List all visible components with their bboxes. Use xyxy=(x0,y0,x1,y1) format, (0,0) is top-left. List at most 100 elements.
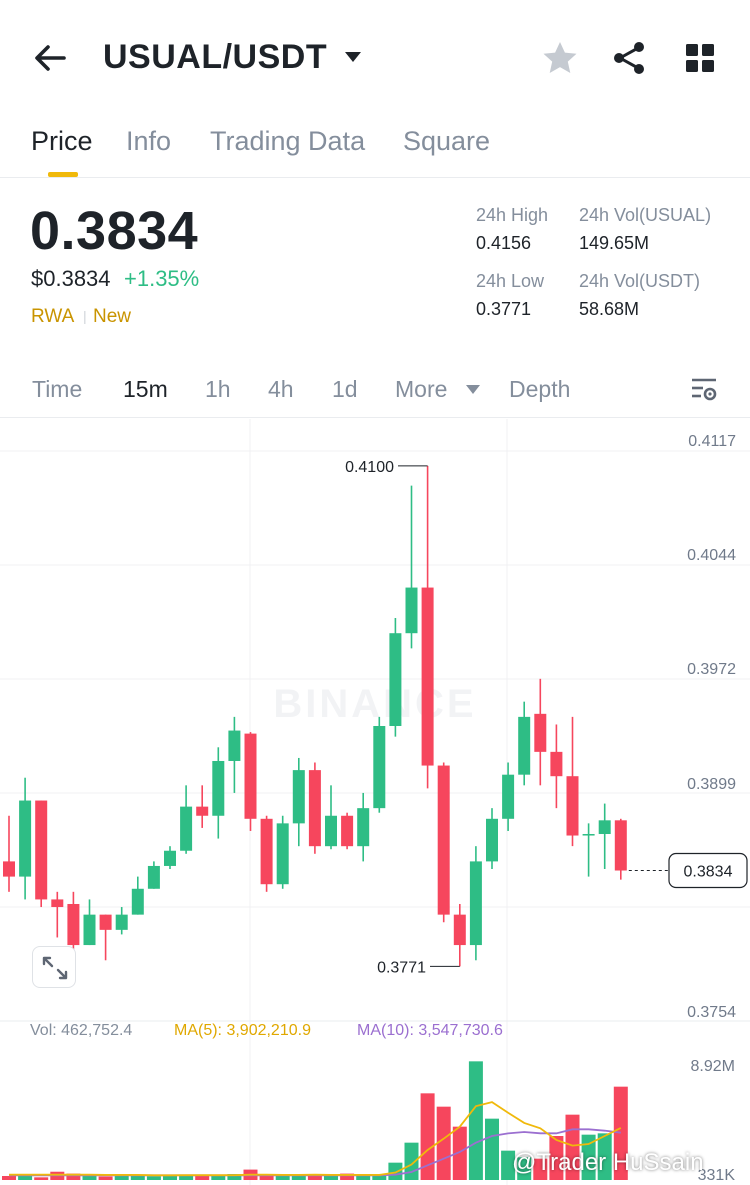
candle-down xyxy=(260,818,273,885)
volume-bar xyxy=(130,1175,145,1180)
candle-down xyxy=(614,820,627,871)
volume-bar xyxy=(307,1176,322,1180)
main-tabs: Price Info Trading Data Square xyxy=(0,118,750,178)
share-icon[interactable] xyxy=(610,40,648,76)
vol-base-label: 24h Vol(USUAL) xyxy=(579,205,712,225)
candle-down xyxy=(566,776,579,836)
y-axis-label: 0.4117 xyxy=(688,433,736,450)
candle-down xyxy=(421,587,434,766)
usd-price: $0.3834 xyxy=(31,266,111,291)
candle-up xyxy=(292,770,305,824)
candle-up xyxy=(469,861,482,946)
grid-menu-icon[interactable] xyxy=(684,42,716,74)
interval-depth[interactable]: Depth xyxy=(509,376,571,402)
tag-separator: | xyxy=(83,308,87,324)
volume-bar xyxy=(372,1176,387,1180)
tag-new[interactable]: New xyxy=(93,306,132,327)
chart-area[interactable]: BINANCE 0.4117 0.4044 0.3972 0.3899 0.3754 0.4… xyxy=(0,419,750,1185)
pair-title[interactable]: USUAL/USDT xyxy=(103,38,328,76)
candle-down xyxy=(35,800,48,900)
candle-up xyxy=(405,587,418,634)
candle-up xyxy=(131,888,144,915)
interval-1d[interactable]: 1d xyxy=(332,376,358,402)
volume-bar xyxy=(420,1093,435,1180)
volume-bar xyxy=(2,1176,16,1180)
high-value: 0.4156 xyxy=(476,233,532,253)
candle-up xyxy=(502,774,515,819)
candle-down xyxy=(453,914,466,946)
ticker-summary: 0.3834 $0.3834 +1.35% RWA | New 24h High… xyxy=(0,178,750,358)
tab-square[interactable]: Square xyxy=(403,126,491,156)
interval-15m[interactable]: 15m xyxy=(123,376,168,402)
candle-down xyxy=(99,914,112,930)
volume-bar xyxy=(485,1118,499,1180)
candle-down xyxy=(550,751,563,777)
candle-up xyxy=(598,820,611,835)
volume-bar xyxy=(452,1126,467,1180)
interval-1h[interactable]: 1h xyxy=(205,376,231,402)
candle-down xyxy=(3,861,15,877)
tab-info[interactable]: Info xyxy=(126,126,172,156)
current-price-label: 0.3834 xyxy=(684,864,733,881)
volume-bar xyxy=(259,1175,274,1180)
candle-down xyxy=(67,903,80,946)
dropdown-caret-icon[interactable] xyxy=(344,51,362,63)
candle-down xyxy=(51,899,64,908)
more-caret-icon[interactable] xyxy=(466,385,480,394)
active-tab-indicator xyxy=(48,172,78,177)
interval-4h[interactable]: 4h xyxy=(268,376,294,402)
ma10-label: MA(10): 3,547,730.6 xyxy=(357,1022,503,1039)
volume-bar xyxy=(340,1173,355,1180)
y-axis-label: 0.3899 xyxy=(687,776,736,793)
y-axis-label: 0.3972 xyxy=(687,661,736,678)
candle-up xyxy=(389,633,402,726)
expand-icon xyxy=(42,956,68,980)
vol-quote-value: 58.68M xyxy=(579,299,640,319)
volume-bar xyxy=(195,1174,210,1180)
volume-bar xyxy=(179,1174,194,1180)
volume-bar xyxy=(34,1177,49,1180)
top-bar: USUAL/USDT xyxy=(0,0,750,118)
candle-up xyxy=(212,760,225,816)
volume-bar xyxy=(163,1176,177,1180)
tab-price[interactable]: Price xyxy=(31,126,93,156)
candle-up xyxy=(518,716,531,775)
volume-label: Vol: 462,752.4 xyxy=(30,1022,133,1039)
interval-time[interactable]: Time xyxy=(32,376,83,402)
expand-chart-button[interactable] xyxy=(32,946,76,988)
background-logo: BINANCE xyxy=(273,682,476,726)
volume-bar xyxy=(82,1175,97,1180)
high-marker-label: 0.4100 xyxy=(345,459,394,476)
candle-down xyxy=(196,806,209,816)
candlestick-chart[interactable]: BINANCE 0.4117 0.4044 0.3972 0.3899 0.3754 0.4… xyxy=(0,419,750,1185)
current-price-badge xyxy=(668,852,748,889)
volume-bar xyxy=(291,1174,306,1180)
volume-bar xyxy=(501,1150,516,1180)
volume-bar xyxy=(581,1134,596,1180)
volume-bar xyxy=(98,1176,113,1180)
candle-up xyxy=(486,818,498,862)
volume-bar xyxy=(324,1175,338,1180)
back-arrow-icon[interactable] xyxy=(30,40,70,76)
volume-bar xyxy=(436,1106,451,1180)
tag-rwa[interactable]: RWA xyxy=(31,306,75,327)
volume-bar xyxy=(549,1136,564,1180)
candle-up xyxy=(325,815,337,847)
interval-more[interactable]: More xyxy=(395,376,448,402)
price-change-percent: +1.35% xyxy=(124,266,200,291)
volume-bar xyxy=(533,1158,548,1180)
volume-axis-top-label: 8.92M xyxy=(691,1058,735,1075)
vol-quote-label: 24h Vol(USDT) xyxy=(579,271,701,291)
chart-settings-icon[interactable] xyxy=(690,377,718,403)
candle-up xyxy=(164,850,176,866)
candle-up xyxy=(582,834,595,836)
volume-bar xyxy=(227,1174,242,1180)
candle-down xyxy=(308,770,321,847)
ma5-line xyxy=(9,1101,622,1177)
volume-bar xyxy=(66,1173,81,1180)
volume-bar xyxy=(114,1176,129,1180)
candle-down xyxy=(244,733,257,819)
volume-bar xyxy=(211,1176,226,1180)
favorite-star-icon[interactable] xyxy=(541,40,579,76)
tab-trading-data[interactable]: Trading Data xyxy=(210,126,366,156)
